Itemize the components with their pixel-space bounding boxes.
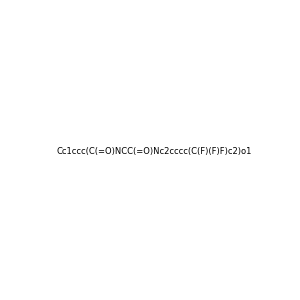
Text: Cc1ccc(C(=O)NCC(=O)Nc2cccc(C(F)(F)F)c2)o1: Cc1ccc(C(=O)NCC(=O)Nc2cccc(C(F)(F)F)c2)o… [56,147,251,156]
